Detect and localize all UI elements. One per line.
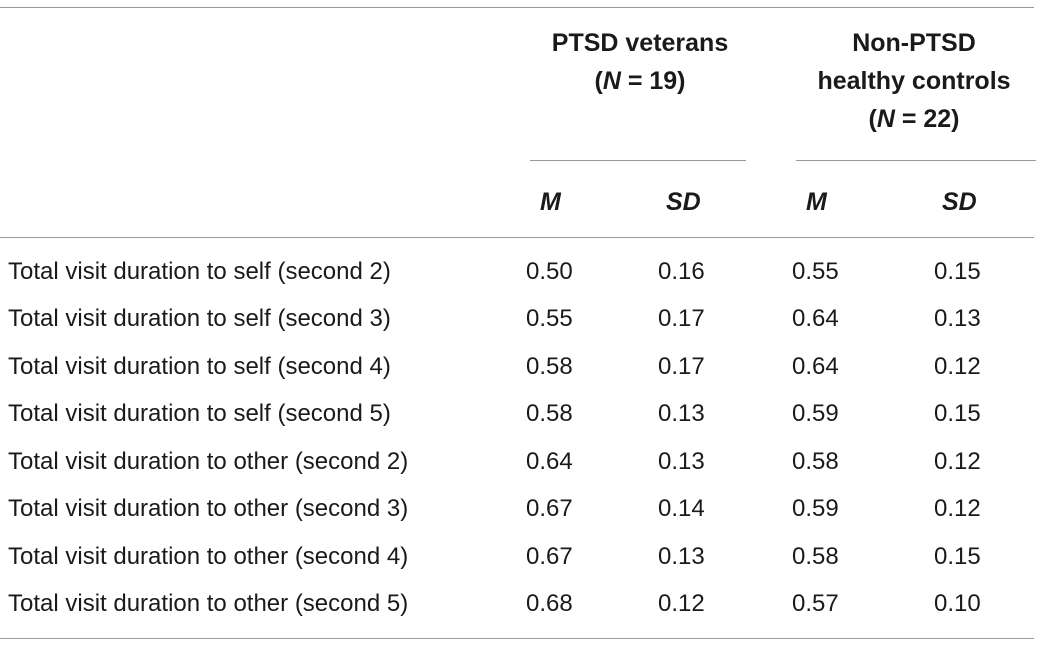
row-label: Total visit duration to self (second 2) <box>8 258 391 285</box>
bottom-rule <box>0 638 1034 639</box>
cell-ptsd-mean: 0.67 <box>526 543 573 570</box>
cell-controls-mean: 0.55 <box>792 258 839 285</box>
top-rule <box>0 7 1034 8</box>
cell-ptsd-sd: 0.13 <box>658 400 705 427</box>
cell-ptsd-mean: 0.58 <box>526 353 573 380</box>
cell-controls-sd: 0.12 <box>934 495 981 522</box>
row-label: Total visit duration to other (second 2) <box>8 448 409 475</box>
subheader-ptsd-sd: SD <box>666 188 701 216</box>
cell-ptsd-sd: 0.13 <box>658 543 705 570</box>
group-header-controls-name-line2: healthy controls <box>817 67 1011 95</box>
cell-ptsd-sd: 0.17 <box>658 353 705 380</box>
cell-controls-mean: 0.58 <box>792 543 839 570</box>
cell-ptsd-sd: 0.12 <box>658 590 705 617</box>
cell-controls-mean: 0.57 <box>792 590 839 617</box>
cell-ptsd-mean: 0.67 <box>526 495 573 522</box>
cell-controls-sd: 0.10 <box>934 590 981 617</box>
cell-controls-sd: 0.15 <box>934 543 981 570</box>
cell-controls-mean: 0.58 <box>792 448 839 475</box>
cell-controls-sd: 0.12 <box>934 353 981 380</box>
group-header-controls: Non-PTSD healthy controls (N = 22) <box>786 24 1042 138</box>
row-label: Total visit duration to other (second 5) <box>8 590 409 617</box>
cell-ptsd-mean: 0.50 <box>526 258 573 285</box>
cell-ptsd-mean: 0.58 <box>526 400 573 427</box>
row-label: Total visit duration to other (second 4) <box>8 543 409 570</box>
cell-controls-sd: 0.13 <box>934 305 981 332</box>
subheader-ptsd-mean: M <box>540 188 561 216</box>
row-label: Total visit duration to self (second 3) <box>8 305 391 332</box>
cell-controls-sd: 0.15 <box>934 400 981 427</box>
row-label: Total visit duration to other (second 3) <box>8 495 409 522</box>
cell-controls-mean: 0.59 <box>792 495 839 522</box>
control-group-underline <box>796 160 1036 161</box>
group-header-ptsd: PTSD veterans (N = 19) <box>500 24 780 100</box>
cell-controls-mean: 0.64 <box>792 305 839 332</box>
group-header-ptsd-name: PTSD veterans <box>551 29 729 57</box>
cell-ptsd-sd: 0.14 <box>658 495 705 522</box>
cell-controls-mean: 0.64 <box>792 353 839 380</box>
cell-ptsd-sd: 0.16 <box>658 258 705 285</box>
cell-ptsd-mean: 0.64 <box>526 448 573 475</box>
group-header-ptsd-n: (N = 19) <box>594 67 686 95</box>
cell-ptsd-mean: 0.55 <box>526 305 573 332</box>
row-label: Total visit duration to self (second 4) <box>8 353 391 380</box>
group-header-controls-n: (N = 22) <box>868 105 960 133</box>
ptsd-group-underline <box>530 160 746 161</box>
cell-ptsd-sd: 0.13 <box>658 448 705 475</box>
cell-controls-sd: 0.15 <box>934 258 981 285</box>
subheader-controls-mean: M <box>806 188 827 216</box>
subheader-controls-sd: SD <box>942 188 977 216</box>
cell-controls-mean: 0.59 <box>792 400 839 427</box>
cell-controls-sd: 0.12 <box>934 448 981 475</box>
group-header-controls-name-line1: Non-PTSD <box>852 29 976 57</box>
cell-ptsd-sd: 0.17 <box>658 305 705 332</box>
cell-ptsd-mean: 0.68 <box>526 590 573 617</box>
header-rule <box>0 237 1034 238</box>
row-label: Total visit duration to self (second 5) <box>8 400 391 427</box>
